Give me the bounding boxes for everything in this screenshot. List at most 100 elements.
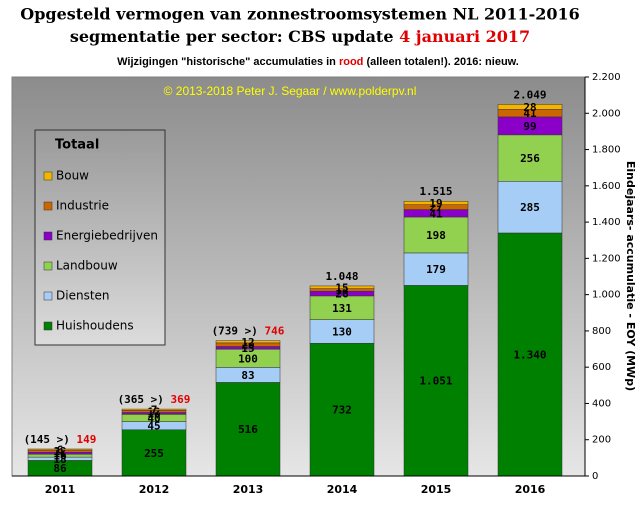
segment-label: 130 [332,325,352,338]
segment-label: 1.340 [513,348,546,361]
segment-label: 19 [429,197,442,210]
total-note: (145 >) [24,433,70,446]
legend-swatch [43,201,53,211]
segment-label: 179 [426,263,446,276]
legend-label: Energiebedrijven [56,229,158,243]
segment-label: 198 [426,229,446,242]
total-space [70,433,77,446]
note-after: (alleen totalen!). 2016: nieuw. [363,56,518,68]
bar-segment [309,342,375,477]
chart-note: Wijzigingen "historische" accumulaties i… [117,56,519,68]
total-value: 149 [77,433,97,446]
segment-label: 255 [144,447,164,460]
legend-swatch [43,171,53,181]
legend-swatch [43,261,53,271]
segment-label: 285 [520,201,540,214]
legend-swatch [43,231,53,241]
y-tick-label: 800 [592,326,611,337]
note-red: rood [339,56,363,68]
total-value: 2.049 [513,88,546,101]
total-value: 1.515 [419,185,452,198]
segment-label: 100 [238,352,258,365]
legend-label: Diensten [56,289,110,303]
x-tick-label: 2011 [45,483,76,496]
legend-label: Industrie [56,199,109,213]
segment-label: 86 [53,462,67,475]
segment-label: 45 [147,420,160,433]
total-value: 746 [265,325,285,338]
y-tick-label: 0 [592,471,598,482]
bar-segment [497,104,563,110]
bar-segment [215,340,281,344]
bar-segment [403,200,469,205]
y-tick-label: 1.200 [592,253,621,264]
total-label: 2.049 [513,88,546,101]
total-label: 1.048 [325,270,358,283]
y-tick-label: 400 [592,398,611,409]
y-tick-label: 1.400 [592,217,621,228]
segment-label: 12 [147,405,160,418]
bar-segment [121,429,187,477]
x-tick-label: 2012 [139,483,170,496]
y-tick-label: 1.000 [592,290,621,301]
total-note: (739 >) [212,325,258,338]
segment-label: 1.051 [419,375,452,388]
segment-label: 99 [523,120,536,133]
legend [34,129,166,346]
bar-segment [497,134,563,182]
bar-segment [309,285,375,289]
y-tick-label: 600 [592,362,611,373]
bar-segment [121,408,187,411]
total-label: (145 >) 149 [24,433,97,446]
legend-label: Bouw [56,169,89,183]
segment-label: 516 [238,423,258,436]
segment-label: 7 [151,404,158,417]
bar-segment [497,232,563,477]
total-value: 1.048 [325,270,358,283]
y-tick-label: 1.800 [592,145,621,156]
segment-label: 12 [53,445,66,458]
segment-label: 131 [332,302,352,315]
segment-label: 15 [335,281,348,294]
legend-label: Huishoudens [56,319,134,333]
segment-label: 12 [241,336,254,349]
legend-swatch [43,321,53,331]
chart-subtitle: segmentatie per sector: CBS update 4 jan… [70,27,530,46]
y-axis-label: Eindejaars- accumulatie - EOY (MWp) [624,161,637,391]
total-space [258,325,265,338]
bar-segment [497,181,563,234]
total-label: (365 >) 369 [118,393,191,406]
total-space [164,393,171,406]
bar-segment [403,216,469,254]
segment-label: 732 [332,404,352,417]
y-tick-label: 2.000 [592,108,621,119]
y-tick-label: 2.200 [592,72,621,83]
y-tick-label: 1.600 [592,181,621,192]
segment-label: 40 [147,412,160,425]
legend-label: Landbouw [56,259,118,273]
total-label: (739 >) 746 [212,325,285,338]
segment-label: 41 [523,107,537,120]
legend-swatch [43,291,53,301]
segment-label: 6 [57,444,64,457]
note-before: Wijzigingen "historische" accumulaties i… [117,56,339,68]
legend-title: Totaal [55,138,99,153]
y-tick-label: 200 [592,435,611,446]
x-tick-label: 2013 [233,483,264,496]
segment-label: 28 [523,101,536,114]
total-value: 369 [171,393,191,406]
x-tick-label: 2015 [421,483,452,496]
total-label: 1.515 [419,185,452,198]
watermark: © 2013-2018 Peter J. Segaar / www.polder… [164,84,417,98]
chart-title: Opgesteld vermogen van zonnestroomsystem… [20,5,580,24]
x-tick-label: 2016 [515,483,546,496]
total-note: (365 >) [118,393,164,406]
subtitle-main: segmentatie per sector: CBS update [70,27,399,46]
segment-label: 41 [429,207,443,220]
segment-label: 83 [241,369,254,382]
bar-segment [27,448,93,451]
bar-segment [403,252,469,286]
bar-segment [403,285,469,477]
subtitle-date: 4 januari 2017 [399,27,530,46]
